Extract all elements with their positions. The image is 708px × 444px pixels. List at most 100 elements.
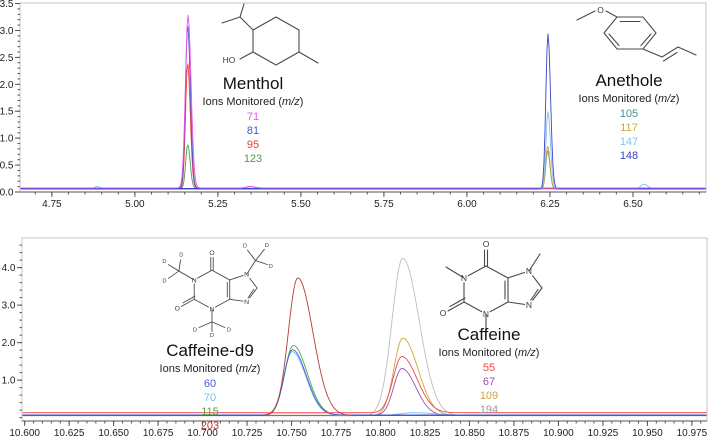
ions-monitored-heading: Ions Monitored (m/z)	[564, 92, 694, 107]
mz-italic: m/z	[518, 347, 536, 359]
y-tick-label: 3.0	[0, 26, 14, 37]
trace-mz-67	[22, 368, 707, 416]
caffeine-chromatogram: 10.600 10.625 10.650 10.675 10.700 10.725 10.7…	[2, 237, 708, 439]
x-tick-label: 10.750	[276, 428, 307, 439]
ion-mz-value: 115	[201, 406, 219, 418]
ion-mz-value: 60	[203, 378, 217, 390]
trace-mz-203	[22, 277, 707, 417]
menthol-anethole-chromatogram: 4.75 5.00 5.25 5.50 5.75 6.00 6.25 6.50 0.0 0.5 1.…	[0, 0, 707, 210]
y-tick-label: 2.0	[0, 80, 14, 91]
deuterium-label: D	[265, 243, 269, 249]
trace-mz-109	[22, 337, 707, 416]
trace-mz-148	[20, 33, 706, 189]
y-tick-label: 1.5	[0, 107, 14, 118]
carbonyl-oxygen-label: O	[209, 250, 214, 257]
x-tick-label: 4.75	[42, 199, 62, 210]
trace-mz-115	[22, 345, 707, 416]
y-tick-label: 2.0	[2, 338, 16, 349]
y-tick-label: 3.0	[2, 301, 16, 312]
ion-mz-value: 117	[620, 122, 638, 134]
caffeine-structure: O O N N N N	[430, 238, 560, 330]
caffeine-d9-annotation: Caffeine-d9 Ions Monitored (m/z) 60 70 115…	[145, 341, 275, 433]
deuterium-label: D	[210, 333, 214, 338]
heading-text: Ions Monitored (	[578, 93, 659, 105]
x-tick-label: 5.50	[291, 199, 311, 210]
deuterium-label: D	[193, 328, 197, 334]
y-tick-label: 0.0	[0, 188, 14, 199]
y-tick-label: 0.5	[0, 161, 14, 172]
heading-text: Ions Monitored (	[438, 347, 519, 359]
ions-monitored-heading: Ions Monitored (m/z)	[188, 95, 318, 110]
ion-list-anethole: 105 117 147 148	[564, 107, 694, 163]
deuterium-label: D	[162, 259, 166, 265]
x-tick-label: 6.25	[540, 199, 560, 210]
mz-italic: m/z	[282, 96, 300, 108]
ion-list-caffeine-d9: 60 70 115 203	[145, 377, 275, 433]
ion-mz-value: 148	[619, 150, 639, 162]
carbonyl-oxygen-label: O	[483, 239, 490, 249]
x-tick-label: 5.75	[374, 199, 394, 210]
deuterium-label: D	[227, 328, 231, 334]
hydroxyl-label: HO	[223, 55, 236, 65]
heading-text: Ions Monitored (	[159, 363, 240, 375]
deuterium-label: D	[269, 264, 273, 270]
y-tick-label: 2.5	[0, 53, 14, 64]
ion-mz-value: 109	[479, 390, 499, 402]
compound-name-menthol: Menthol	[222, 74, 284, 93]
x-tick-label: 10.700	[187, 428, 218, 439]
trace-mz-71	[20, 14, 706, 189]
x-tick-label: 10.850	[454, 428, 485, 439]
x-tick-label: 10.775	[321, 428, 352, 439]
trace-mz-194	[22, 257, 707, 417]
x-tick-label: 5.25	[208, 199, 228, 210]
x-tick-label: 10.950	[632, 428, 663, 439]
menthol-annotation: Menthol Ions Monitored (m/z) 71 81 95 123	[188, 74, 318, 166]
mz-italic: m/z	[658, 93, 676, 105]
ion-mz-value: 194	[479, 404, 499, 416]
deuterium-label: D	[179, 253, 183, 259]
ion-mz-value: 105	[619, 108, 639, 120]
mz-italic: m/z	[239, 363, 257, 375]
y-tick-label: 3.5	[0, 0, 14, 10]
x-tick-label: 5.00	[125, 199, 145, 210]
x-tick-label: 10.625	[54, 428, 85, 439]
heading-text: )	[675, 93, 680, 105]
y-tick-label: 1.0	[2, 376, 16, 387]
carbonyl-oxygen-label: O	[440, 308, 447, 318]
ion-mz-value: 55	[482, 362, 496, 374]
trace-mz-70	[22, 351, 707, 416]
ion-mz-value: 203	[200, 420, 220, 432]
caffeine-structure-drawing: O O N N N N	[438, 238, 543, 330]
x-tick-label: 10.925	[588, 428, 619, 439]
nitrogen-label: N	[192, 277, 197, 284]
ion-mz-value: 67	[482, 376, 496, 388]
methoxy-oxygen-label: O	[597, 5, 604, 15]
x-tick-label: 6.50	[623, 199, 643, 210]
x-tick-label: 10.725	[232, 428, 263, 439]
heading-text: Ions Monitored (	[202, 96, 283, 108]
nitrogen-label: N	[244, 272, 249, 279]
ion-mz-value: 147	[619, 136, 639, 148]
ion-mz-value: 123	[243, 153, 263, 165]
caffeine-d9-structure: O O N N N N D D D D D D	[152, 238, 280, 338]
nitrogen-label: N	[244, 299, 249, 306]
ion-list-caffeine: 55 67 109 194	[424, 361, 554, 417]
caffeine-annotation: Caffeine Ions Monitored (m/z) 55 67 109 194	[424, 325, 554, 417]
ions-monitored-heading: Ions Monitored (m/z)	[424, 346, 554, 361]
anethole-annotation: Anethole Ions Monitored (m/z) 105 117 147 1…	[564, 71, 694, 163]
anethole-structure: O	[556, 3, 706, 63]
y-tick-label: 4.0	[2, 263, 16, 274]
nitrogen-label: N	[526, 300, 532, 310]
menthol-structure: HO	[198, 1, 326, 73]
y-tick-label: 1.0	[0, 134, 14, 145]
x-tick-label: 10.900	[543, 428, 574, 439]
x-tick-label: 10.650	[98, 428, 129, 439]
carbonyl-oxygen-label: O	[175, 306, 180, 313]
ion-mz-value: 95	[246, 139, 260, 151]
x-tick-label: 10.675	[143, 428, 174, 439]
x-tick-label: 10.825	[410, 428, 441, 439]
compound-name-anethole: Anethole	[595, 71, 663, 90]
anethole-structure-drawing: O	[576, 4, 697, 62]
